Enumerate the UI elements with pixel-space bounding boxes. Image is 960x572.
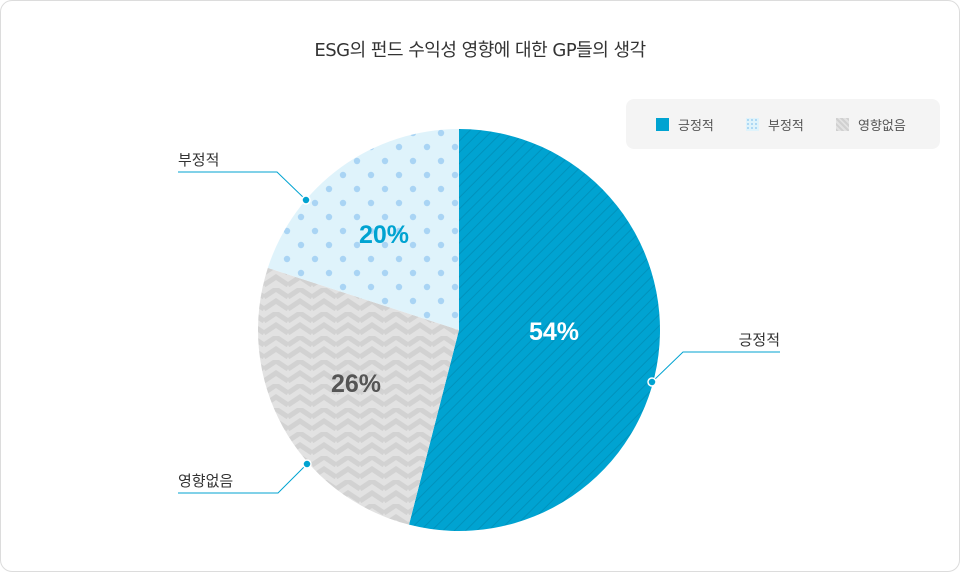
callout-label-neutral: 영향없음 [178, 472, 233, 490]
legend-label-negative: 부정적 [768, 118, 804, 134]
callout-label-positive: 긍정적 [739, 331, 780, 349]
value-label-neutral: 26% [331, 370, 381, 398]
callout-dot-neutral [302, 459, 312, 469]
chart-title: ESG의 펀드 수익성 영향에 대한 GP들의 생각 [314, 40, 646, 61]
value-label-positive: 54% [529, 318, 579, 346]
value-label-negative: 20% [359, 221, 409, 249]
legend-label-neutral: 영향없음 [858, 118, 906, 134]
callout-line-neutral [178, 463, 308, 494]
legend-swatch-positive [656, 117, 669, 131]
legend-item-neutral: 영향없음 [836, 116, 906, 134]
legend-swatch-neutral [836, 117, 849, 131]
callout-line-negative [178, 171, 307, 201]
legend-item-negative: 부정적 [746, 116, 804, 134]
pie-value-labels: 54% 20% 26% [331, 221, 579, 398]
legend-label-positive: 긍정적 [678, 118, 714, 134]
legend: 긍정적 부정적 영향없음 [626, 99, 940, 149]
callout-line-positive [651, 351, 780, 383]
callout-dot-negative [301, 195, 311, 205]
legend-item-positive: 긍정적 [656, 116, 714, 134]
pie-slice-negative [267, 129, 459, 330]
legend-swatch-negative [746, 117, 759, 131]
pie-slices [258, 129, 660, 532]
pie-slice-positive [409, 129, 660, 532]
callout-label-negative: 부정적 [178, 151, 219, 169]
callout-dot-positive [647, 377, 657, 387]
callouts: 긍정적 부정적 영향없음 [178, 151, 780, 494]
